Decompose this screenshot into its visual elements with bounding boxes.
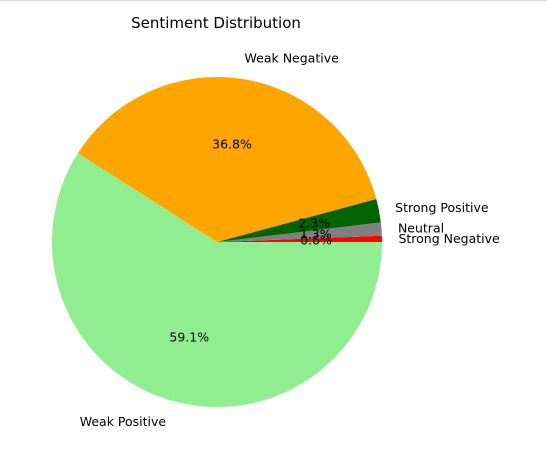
pct-label-neutral: 1.3% (300, 227, 332, 242)
slice-label-weak-positive: Weak Positive (80, 414, 167, 429)
pct-label-strong-negative: 0.6% (300, 233, 332, 248)
pie-slice-neutral (217, 222, 382, 242)
slice-label-strong-negative: Strong Negative (398, 231, 500, 246)
pie-slice-strong-negative (217, 235, 382, 242)
pie-labels: 0.6% Strong Negative 1.3% Neutral 2.3% Strong… (80, 51, 500, 429)
pie-slice-strong-positive (217, 199, 381, 242)
chart-title: Sentiment Distribution (131, 14, 301, 32)
pct-label-strong-positive: 2.3% (298, 216, 330, 231)
pie-slice-weak-positive (52, 153, 382, 407)
pie-slice-weak-negative (77, 77, 377, 242)
slice-label-neutral: Neutral (398, 220, 444, 235)
pct-label-weak-positive: 59.1% (169, 330, 209, 345)
pie-slices (52, 77, 382, 407)
slice-label-strong-positive: Strong Positive (395, 200, 489, 215)
slice-label-weak-negative: Weak Negative (245, 51, 340, 66)
pct-label-weak-negative: 36.8% (212, 137, 252, 152)
